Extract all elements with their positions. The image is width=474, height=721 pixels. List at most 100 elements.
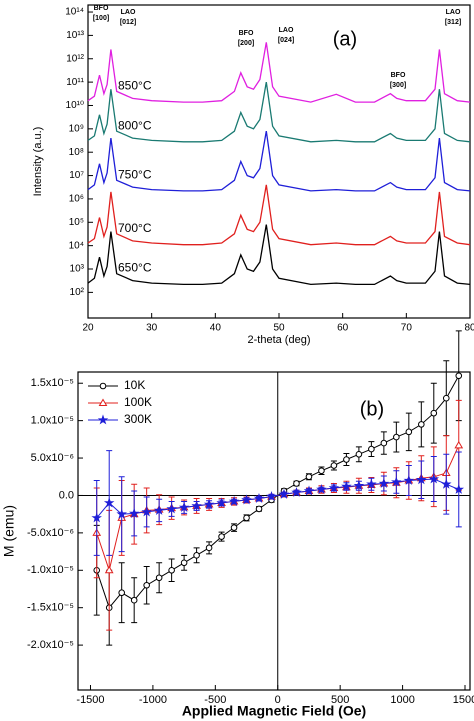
legend-label: 300K — [124, 412, 152, 426]
marker — [428, 473, 440, 484]
marker — [453, 483, 465, 494]
marker — [316, 483, 327, 494]
marker — [255, 505, 263, 513]
marker — [141, 506, 152, 517]
x-tick-label: 20 — [82, 323, 94, 334]
marker — [143, 581, 150, 589]
peak-label: [312] — [445, 19, 461, 26]
marker — [366, 478, 377, 489]
marker — [218, 533, 225, 540]
marker — [393, 433, 400, 441]
marker — [230, 524, 238, 531]
marker — [97, 414, 109, 425]
marker — [291, 486, 302, 497]
marker — [99, 382, 107, 390]
marker — [203, 498, 215, 509]
x-tick-label: 0 — [275, 694, 281, 706]
x-tick-label: 1000 — [390, 694, 414, 706]
y-tick-label: 1.5x10⁻⁵ — [31, 377, 74, 389]
xrd-curve — [87, 81, 471, 143]
marker — [328, 482, 340, 493]
peak-label: LAO — [446, 9, 461, 16]
peak-label: [012] — [120, 19, 136, 26]
marker — [253, 492, 265, 503]
marker — [180, 559, 188, 567]
peak-label: BFO — [94, 5, 109, 12]
legend-label: 100K — [124, 395, 152, 409]
xrd-curve — [87, 130, 471, 192]
marker — [455, 372, 463, 380]
marker — [343, 456, 350, 463]
marker — [318, 467, 325, 475]
peak-label: [024] — [278, 37, 294, 44]
panel-label: (b) — [360, 398, 384, 420]
marker — [418, 421, 425, 428]
marker — [241, 494, 252, 505]
curve-label: 650°C — [118, 261, 152, 275]
x-tick-label: 50 — [273, 323, 285, 334]
x-tick-label: -500 — [204, 694, 226, 706]
y-tick-label: 10¹⁴ — [65, 7, 84, 18]
y-tick-label: 10³ — [70, 264, 85, 275]
x-tick-label: 80 — [464, 323, 474, 334]
y-tick-label: 10⁸ — [69, 147, 84, 158]
x-tick-label: 60 — [337, 323, 349, 334]
marker — [118, 589, 125, 597]
marker — [355, 451, 363, 458]
x-tick-label: 30 — [146, 323, 158, 334]
marker — [441, 478, 452, 489]
marker — [205, 544, 213, 552]
y-axis-label: M (emu) — [1, 505, 17, 557]
marker — [155, 574, 163, 582]
marker — [454, 440, 464, 449]
marker — [391, 476, 402, 487]
y-tick-label: 10⁹ — [69, 123, 84, 134]
marker — [98, 398, 108, 406]
y-tick-label: 10¹³ — [66, 30, 84, 41]
marker — [378, 477, 390, 488]
y-axis-label: Intensity (a.u.) — [32, 127, 44, 197]
marker — [380, 439, 388, 447]
y-tick-label: -1.0x10⁻⁵ — [27, 564, 74, 576]
y-tick-label: 10² — [70, 287, 85, 298]
y-tick-label: 10⁵ — [69, 217, 84, 228]
plot-frame — [77, 371, 471, 691]
y-tick-label: 5.0x10⁻⁶ — [31, 452, 74, 464]
curve-label: 700°C — [118, 221, 152, 235]
y-tick-label: 10¹² — [66, 53, 84, 64]
marker — [178, 501, 190, 512]
marker — [403, 474, 415, 485]
marker — [303, 485, 315, 496]
peak-label: BFO — [391, 72, 406, 79]
x-axis-label: Applied Magnetic Field (Oe) — [182, 703, 366, 719]
x-tick-label: 1500 — [453, 694, 474, 706]
y-tick-label: -1.5x10⁻⁵ — [27, 602, 74, 614]
x-axis-label: 2-theta (deg) — [248, 334, 311, 346]
marker — [166, 503, 177, 514]
marker — [353, 480, 365, 491]
marker — [128, 507, 140, 518]
marker — [168, 566, 175, 574]
y-tick-label: -2.0x10⁻⁵ — [27, 639, 74, 651]
peak-label: [100] — [93, 15, 109, 22]
marker — [116, 508, 127, 519]
marker — [266, 491, 277, 502]
marker — [153, 504, 165, 515]
curve-label: 850°C — [118, 79, 152, 93]
marker — [341, 480, 352, 491]
marker — [91, 512, 102, 523]
marker — [305, 473, 313, 481]
x-tick-label: -1000 — [139, 694, 167, 706]
y-tick-label: 10¹⁰ — [66, 100, 84, 111]
y-tick-label: 10¹¹ — [66, 77, 84, 88]
y-tick-label: -5.0x10⁻⁶ — [27, 527, 74, 539]
marker — [405, 428, 413, 436]
marker — [103, 497, 115, 508]
peak-label: BFO — [239, 30, 254, 37]
y-tick-label: 0.0 — [59, 489, 74, 501]
marker — [415, 474, 427, 485]
curve-label: 800°C — [118, 118, 152, 132]
marker — [368, 445, 375, 453]
peak-label: LAO — [121, 9, 136, 16]
